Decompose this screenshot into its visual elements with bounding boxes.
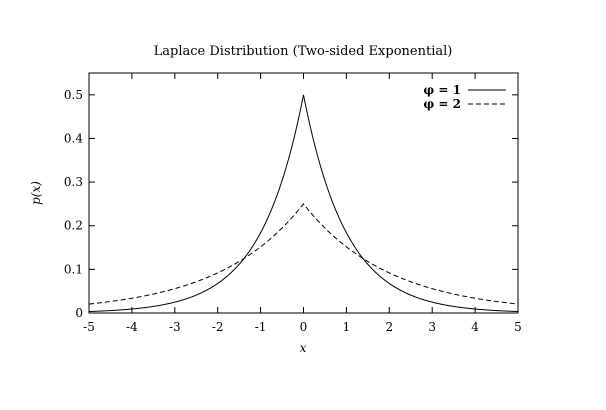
x-tick-label: -4 <box>126 320 138 334</box>
y-tick-label: 0.3 <box>64 175 83 189</box>
series-line-1 <box>88 94 519 313</box>
legend: φ = 1φ = 2 <box>423 83 506 111</box>
x-tick-label: 2 <box>385 320 393 334</box>
y-tick-label: 0.5 <box>64 88 83 102</box>
x-axis-label: x <box>300 341 307 355</box>
x-tick-label: 1 <box>343 320 351 334</box>
x-tick-label: -3 <box>169 320 181 334</box>
x-tick-label: 0 <box>300 320 308 334</box>
axes: -5 -4 -3 -2 -1 0 1 2 3 4 5 0 0.1 0.2 0.3 0.4 0.5 <box>64 72 522 334</box>
plot-lines <box>88 94 519 313</box>
x-tick-label: -1 <box>255 320 267 334</box>
y-tick-label: 0.4 <box>64 131 83 145</box>
x-tick-label: -2 <box>212 320 224 334</box>
legend-label-2: φ = 2 <box>423 97 461 111</box>
y-axis-label: p(x) <box>29 181 43 205</box>
x-tick-label: -5 <box>83 320 95 334</box>
series-line-2 <box>88 203 519 305</box>
chart-title: Laplace Distribution (Two-sided Exponent… <box>154 44 453 59</box>
legend-label-1: φ = 1 <box>423 83 461 97</box>
y-tick-label: 0 <box>75 306 83 320</box>
y-tick-label: 0.2 <box>64 219 83 233</box>
y-tick-label: 0.1 <box>64 262 83 276</box>
x-tick-label: 3 <box>428 320 436 334</box>
x-tick-label: 5 <box>514 320 522 334</box>
x-tick-label: 4 <box>471 320 479 334</box>
